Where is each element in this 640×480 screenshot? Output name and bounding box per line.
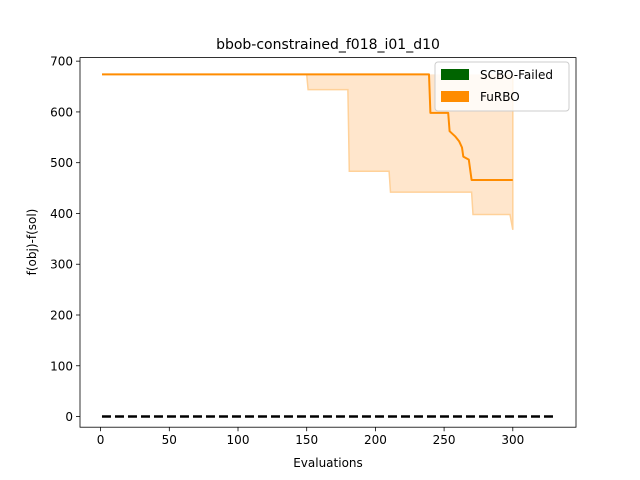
y-tick-label-700: 700 xyxy=(50,55,73,69)
x-tick-label-50: 50 xyxy=(162,433,177,447)
legend-label-scbo-failed: SCBO-Failed xyxy=(480,68,553,82)
plot-area xyxy=(101,73,555,418)
y-tick-label-0: 0 xyxy=(65,410,73,424)
y-tick-label-100: 100 xyxy=(50,359,73,373)
x-tick-label-250: 250 xyxy=(433,433,456,447)
x-axis: 0 50 100 150 200 250 300 xyxy=(97,427,524,447)
legend-label-furbo: FuRBO xyxy=(480,90,520,104)
series-line-furbo xyxy=(102,73,513,181)
y-tick-label-400: 400 xyxy=(50,207,73,221)
x-tick-label-100: 100 xyxy=(227,433,250,447)
axes-frame xyxy=(79,57,577,428)
y-tick-label-200: 200 xyxy=(50,309,73,323)
y-axis: 0 100 200 300 400 500 600 700 xyxy=(50,55,80,424)
x-tick-label-300: 300 xyxy=(501,433,524,447)
y-axis-label: f(obj)-f(sol) xyxy=(25,209,39,276)
legend-swatch-scbo-failed xyxy=(441,69,469,80)
furbo-band-lower-edge xyxy=(102,73,514,230)
y-tick-label-500: 500 xyxy=(50,156,73,170)
x-axis-label: Evaluations xyxy=(293,456,363,470)
x-tick-label-200: 200 xyxy=(364,433,387,447)
chart-title: bbob-constrained_f018_i01_d10 xyxy=(216,37,440,53)
x-tick-label-0: 0 xyxy=(97,433,105,447)
furbo-band xyxy=(102,74,513,230)
legend-swatch-furbo xyxy=(441,91,469,102)
x-tick-label-150: 150 xyxy=(295,433,318,447)
legend: SCBO-Failed FuRBO xyxy=(434,61,570,112)
y-tick-label-600: 600 xyxy=(50,105,73,119)
y-tick-label-300: 300 xyxy=(50,258,73,272)
